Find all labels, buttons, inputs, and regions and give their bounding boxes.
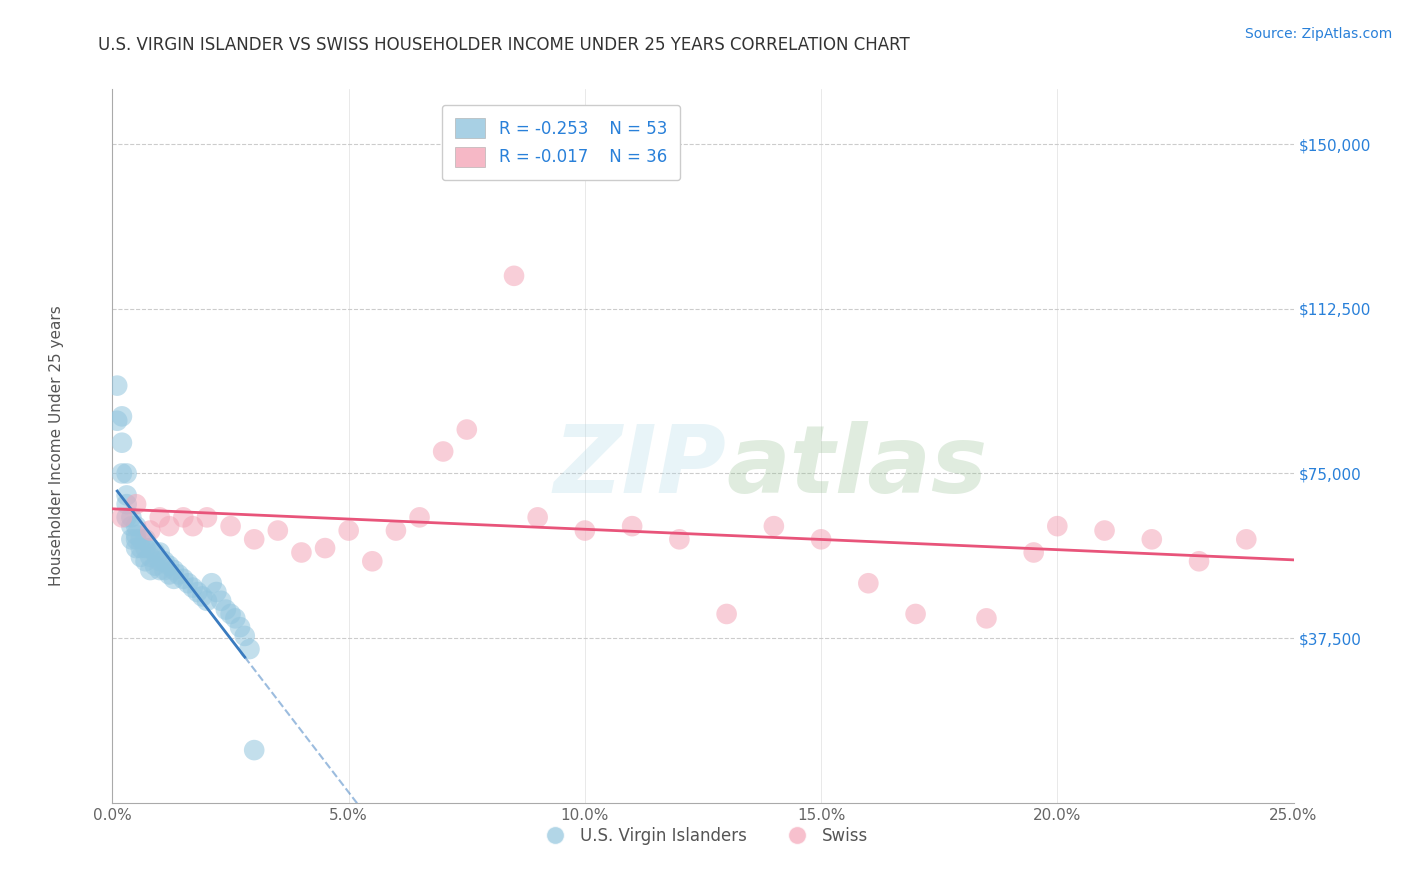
Point (153, 563, 176, 577)
Point (163, 563, 186, 577)
Point (163, 572, 186, 586)
Point (574, 524, 596, 538)
Point (858, 576, 880, 591)
Point (219, 607, 242, 621)
Point (120, 510, 142, 524)
Point (215, 602, 238, 616)
Point (233, 629, 256, 643)
Point (1094, 524, 1116, 538)
Point (120, 519, 142, 533)
Point (172, 510, 194, 524)
Point (115, 510, 138, 524)
Point (135, 554, 157, 568)
Point (243, 533, 266, 547)
Point (181, 519, 204, 533)
Point (111, 467, 134, 481)
Point (120, 533, 142, 547)
Point (224, 611, 246, 625)
Point (105, 378, 128, 392)
Point (149, 510, 172, 524)
Point (201, 576, 224, 591)
Point (149, 554, 172, 568)
Point (205, 585, 228, 599)
Point (149, 545, 172, 559)
Point (621, 519, 644, 533)
Point (503, 268, 526, 283)
Point (408, 510, 430, 524)
Point (181, 581, 204, 595)
Point (195, 594, 218, 608)
Point (668, 533, 690, 547)
Point (125, 519, 148, 533)
Point (290, 545, 312, 559)
Point (432, 444, 454, 458)
Point (209, 594, 232, 608)
Point (243, 743, 266, 757)
Text: U.S. VIRGIN ISLANDER VS SWISS HOUSEHOLDER INCOME UNDER 25 YEARS CORRELATION CHAR: U.S. VIRGIN ISLANDER VS SWISS HOUSEHOLDE… (98, 36, 910, 54)
Point (157, 558, 180, 573)
Point (976, 611, 998, 625)
Point (167, 567, 190, 582)
Text: ZIP: ZIP (554, 421, 727, 514)
Point (172, 572, 194, 586)
Point (1140, 533, 1163, 547)
Point (1046, 519, 1069, 533)
Point (456, 423, 478, 437)
Point (135, 533, 157, 547)
Point (139, 549, 162, 564)
Point (195, 510, 218, 524)
Point (143, 558, 166, 573)
Point (111, 409, 134, 424)
Point (157, 567, 180, 582)
Point (149, 563, 172, 577)
Point (1188, 554, 1211, 568)
Point (115, 488, 138, 502)
Point (129, 541, 152, 555)
Point (115, 467, 138, 481)
Point (153, 554, 176, 568)
Point (229, 620, 252, 634)
Point (139, 563, 162, 577)
Point (1234, 533, 1257, 547)
Point (125, 528, 148, 542)
Point (125, 533, 148, 547)
Point (157, 519, 180, 533)
Point (337, 524, 360, 538)
Text: Source: ZipAtlas.com: Source: ZipAtlas.com (1244, 27, 1392, 41)
Point (238, 642, 260, 657)
Point (810, 533, 832, 547)
Point (385, 524, 408, 538)
Point (129, 549, 152, 564)
Point (115, 497, 138, 511)
Point (904, 607, 927, 621)
Point (111, 510, 134, 524)
Point (111, 435, 134, 450)
Point (135, 541, 157, 555)
Point (314, 541, 336, 555)
Point (716, 607, 738, 621)
Text: Householder Income Under 25 years: Householder Income Under 25 years (49, 306, 63, 586)
Point (177, 576, 200, 591)
Legend: U.S. Virgin Islanders, Swiss: U.S. Virgin Islanders, Swiss (531, 821, 875, 852)
Point (139, 541, 162, 555)
Point (526, 510, 548, 524)
Point (125, 497, 148, 511)
Point (105, 414, 128, 428)
Point (219, 519, 242, 533)
Point (139, 524, 162, 538)
Point (125, 541, 148, 555)
Text: atlas: atlas (727, 421, 988, 514)
Point (267, 524, 290, 538)
Point (186, 585, 208, 599)
Point (191, 590, 214, 604)
Point (129, 533, 152, 547)
Point (762, 519, 785, 533)
Point (143, 545, 166, 559)
Point (1022, 545, 1045, 559)
Point (361, 554, 384, 568)
